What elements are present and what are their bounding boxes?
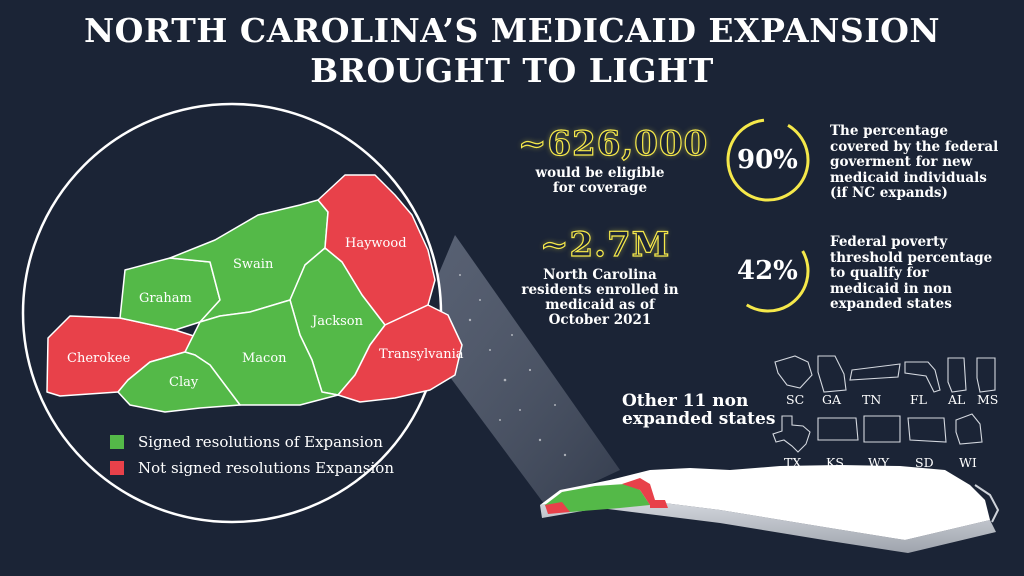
ring-42-caption: Federal poverty threshold percentage to … [830, 234, 993, 313]
page-title-line2: BROUGHT TO LIGHT [310, 51, 714, 90]
state-tx-outline [772, 415, 811, 453]
state-code-sc: SC [786, 392, 805, 407]
state-code-ks: KS [826, 455, 844, 470]
other-states-title: Other 11 non expanded states [622, 392, 775, 428]
ring-90-caption-line1: The percentage [830, 123, 948, 139]
other-states-title-line2: expanded states [622, 409, 776, 429]
nc-west-signed [545, 484, 650, 512]
legend-label-not-signed: Not signed resolutions Expansion [138, 459, 394, 477]
county-labels: Cherokee Graham Swain Haywood Jackson Ma… [67, 236, 464, 390]
stat-eligible-value: ~626,000 [517, 123, 709, 164]
ring-42-caption-line2: threshold percentage [830, 249, 993, 266]
state-tn-outline [849, 363, 901, 381]
nc-west-not-signed-3 [650, 500, 668, 508]
nc-west-not-signed-1 [622, 478, 655, 505]
other-states-title-line1: Other 11 non [622, 391, 749, 411]
stat-eligible-caption-line2: for coverage [552, 180, 648, 196]
county-map [46, 174, 463, 413]
state-sc-outline [774, 355, 813, 389]
ring-90-caption-line3: goverment for new [830, 154, 973, 170]
stat-eligible-caption-line1: would be eligible [535, 165, 665, 181]
state-al-outline [947, 357, 967, 393]
state-code-wi: WI [959, 455, 977, 470]
state-code-ms: MS [977, 392, 999, 407]
county-label-macon: Macon [242, 351, 287, 366]
county-label-swain: Swain [233, 257, 274, 272]
stat-enrolled-caption-line1: North Carolina [543, 267, 657, 283]
state-code-wy: WY [868, 455, 890, 470]
county-label-transylvania: Transylvania [379, 347, 464, 362]
state-code-tn: TN [862, 392, 882, 407]
state-ga-outline [817, 355, 847, 393]
ring-90 [726, 118, 810, 202]
state-code-ga: GA [822, 392, 842, 407]
legend-signed: Signed resolutions of Expansion [110, 433, 383, 451]
state-sd-outline [907, 417, 947, 443]
legend-not-signed: Not signed resolutions Expansion [110, 459, 394, 477]
ring-90-caption: The percentage covered by the federal go… [830, 123, 999, 202]
state-ks-outline [817, 417, 859, 441]
ring-90-caption-line2: covered by the federal [830, 138, 999, 155]
ring-42-caption-line4: medicaid in non [830, 280, 952, 297]
stat-enrolled-caption-line3: medicaid as of [545, 297, 655, 313]
state-code-sd: SD [915, 455, 934, 470]
stat-enrolled-caption: North Carolina residents enrolled in med… [515, 268, 685, 328]
spotlight-beam [415, 235, 620, 505]
county-label-jackson: Jackson [310, 314, 364, 329]
ring-42-caption-line5: expanded states [830, 296, 952, 312]
state-code-tx: TX [784, 455, 802, 470]
nc-coast [974, 484, 1000, 523]
state-code-fl: FL [910, 392, 927, 407]
state-wy-outline [863, 415, 901, 443]
page-title-line1: NORTH CAROLINA’S MEDICAID EXPANSION [83, 11, 941, 50]
ring-42 [726, 229, 810, 313]
county-clay [117, 351, 241, 413]
county-label-clay: Clay [169, 375, 199, 390]
county-label-cherokee: Cherokee [67, 351, 131, 366]
county-transylvania [337, 304, 463, 403]
state-wi-outline [955, 413, 983, 445]
legend-swatch-signed [110, 435, 124, 449]
ring-42-value: 42% [737, 256, 798, 286]
county-label-haywood: Haywood [345, 236, 407, 251]
ring-42-caption-line1: Federal poverty [830, 234, 948, 250]
nc-state-top [540, 465, 990, 540]
stat-eligible-caption: would be eligible for coverage [520, 166, 680, 196]
ring-90-caption-line5: (if NC expands) [830, 185, 948, 201]
state-ms-outline [976, 357, 996, 393]
stat-enrolled-value: ~2.7M [539, 224, 671, 265]
nc-west-not-signed-2 [545, 502, 570, 514]
legend-swatch-not-signed [110, 461, 124, 475]
spotlight-sparkles [459, 274, 567, 457]
county-label-graham: Graham [139, 291, 192, 306]
ring-90-caption-line4: medicaid individuals [830, 169, 987, 186]
state-code-al: AL [948, 392, 966, 407]
ring-42-caption-line3: to qualify for [830, 265, 929, 281]
nc-state-3d [540, 465, 1000, 553]
state-fl-outline [904, 361, 941, 393]
stat-enrolled-caption-line2: residents enrolled in [521, 282, 679, 298]
ring-90-value: 90% [737, 145, 798, 175]
stat-enrolled-caption-line4: October 2021 [548, 312, 652, 328]
state-outlines [772, 355, 996, 453]
legend-label-signed: Signed resolutions of Expansion [138, 433, 383, 451]
